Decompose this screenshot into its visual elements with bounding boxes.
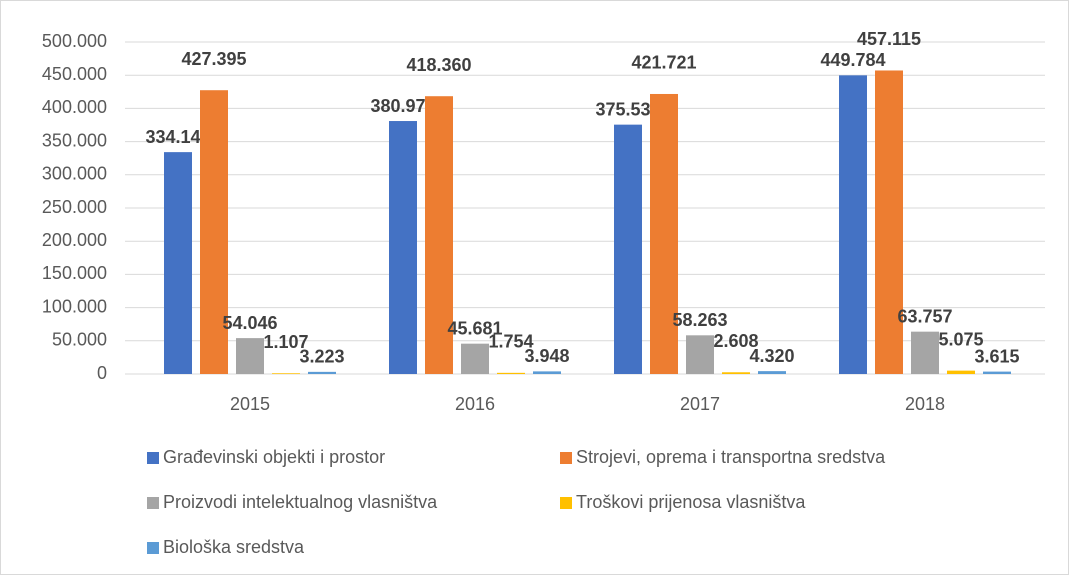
bar: [650, 93, 678, 374]
data-label: 1.754: [488, 332, 533, 352]
bar: [533, 371, 561, 374]
data-label: 1.107: [263, 332, 308, 352]
legend-marker: [560, 497, 572, 509]
bar: [758, 371, 786, 374]
bar: [308, 371, 336, 374]
data-label: 4.320: [749, 346, 794, 366]
bar: [875, 70, 903, 374]
data-label: 380.979: [370, 96, 435, 116]
data-label: 3.948: [524, 346, 569, 366]
bar: [839, 75, 867, 375]
data-label: 45.681: [447, 318, 502, 338]
data-label: 418.360: [406, 55, 471, 75]
bar: [200, 90, 228, 374]
data-label: 58.263: [672, 310, 727, 330]
y-tick-label: 350.000: [42, 130, 107, 150]
legend-label: Troškovi prijenosa vlasništva: [576, 492, 806, 512]
data-label: 63.757: [897, 306, 952, 326]
data-label: 2.608: [713, 331, 758, 351]
data-label: 5.075: [938, 329, 983, 349]
data-label: 3.615: [974, 346, 1019, 366]
data-label: 457.115: [857, 29, 921, 49]
bar: [461, 343, 489, 374]
legend-label: Građevinski objekti i prostor: [163, 447, 385, 467]
bar: [389, 121, 417, 375]
y-tick-label: 450.000: [42, 64, 107, 84]
y-tick-label: 500.000: [42, 31, 107, 51]
y-tick-label: 200.000: [42, 230, 107, 250]
legend-marker: [560, 452, 572, 464]
data-label: 334.142: [145, 127, 210, 147]
y-tick-label: 150.000: [42, 263, 107, 283]
legend-label: Proizvodi intelektualnog vlasništva: [163, 492, 438, 512]
data-label: 449.784: [820, 50, 885, 70]
bar: [425, 96, 453, 375]
bar: [947, 370, 975, 374]
data-label: 3.223: [299, 347, 344, 367]
data-label: 54.046: [222, 313, 277, 333]
y-tick-label: 400.000: [42, 97, 107, 117]
data-label: 421.721: [631, 53, 696, 73]
legend-marker: [147, 452, 159, 464]
x-tick-label: 2018: [905, 394, 945, 414]
y-tick-label: 250.000: [42, 197, 107, 217]
legend-label: Strojevi, oprema i transportna sredstva: [576, 447, 886, 467]
bar: [164, 152, 192, 374]
bar: [497, 372, 525, 374]
x-tick-label: 2015: [230, 394, 270, 414]
y-tick-label: 50.000: [52, 330, 107, 350]
bar: [911, 331, 939, 374]
bar: [686, 335, 714, 374]
data-label: 427.395: [181, 49, 246, 69]
x-tick-label: 2017: [680, 394, 720, 414]
legend-marker: [147, 497, 159, 509]
bar: [722, 372, 750, 374]
y-tick-label: 300.000: [42, 164, 107, 184]
y-tick-label: 0: [97, 363, 107, 383]
legend-label: Biološka sredstva: [163, 537, 305, 557]
x-tick-label: 2016: [455, 394, 495, 414]
bar: [236, 338, 264, 374]
data-label: 375.536: [595, 99, 660, 119]
bar: [983, 371, 1011, 374]
bar: [272, 373, 300, 374]
bar: [614, 124, 642, 374]
legend-marker: [147, 542, 159, 554]
y-tick-label: 100.000: [42, 296, 107, 316]
